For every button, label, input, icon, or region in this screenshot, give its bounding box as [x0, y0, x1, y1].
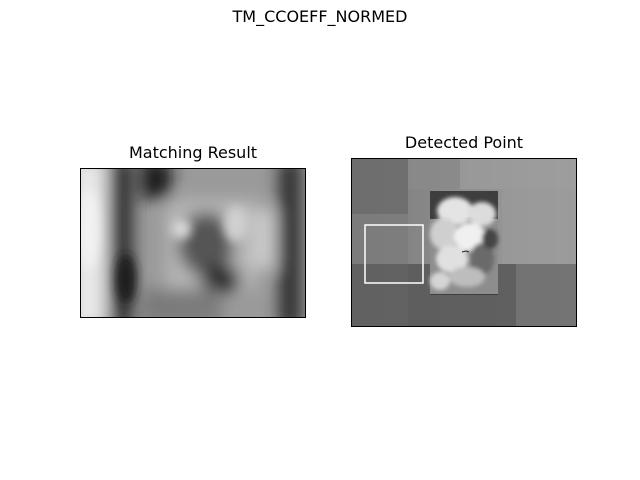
matching-result-title: Matching Result: [128, 143, 258, 162]
detected-point-axes: [351, 158, 577, 327]
cloud-image: [430, 197, 498, 294]
matching-result-heatmap: [81, 169, 305, 317]
figure-title: TM_CCOEFF_NORMED: [232, 7, 408, 26]
matching-result-axes: [80, 168, 306, 318]
detected-point-image: [352, 159, 576, 326]
detected-match-rectangle: [364, 224, 424, 284]
detected-point-title: Detected Point: [404, 133, 524, 152]
